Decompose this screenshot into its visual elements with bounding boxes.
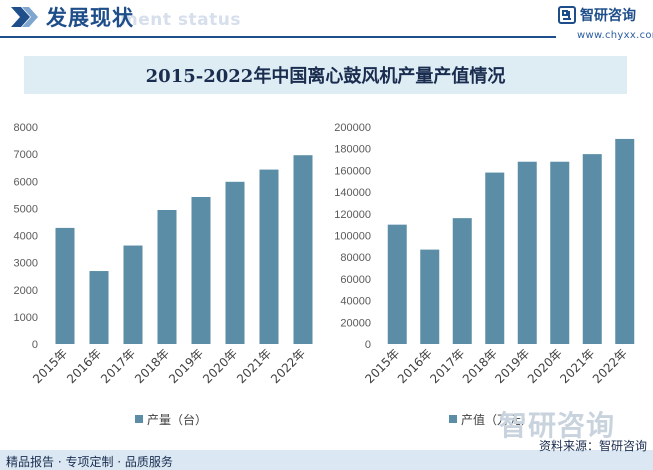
y-tick-label: 40000 — [340, 296, 371, 308]
section-title: 发展现状 — [46, 6, 134, 30]
y-tick-label: 160000 — [334, 165, 371, 177]
y-tick-label: 100000 — [334, 231, 371, 243]
x-tick-label: 2022年 — [268, 346, 308, 386]
bar — [452, 218, 472, 344]
x-tick-label: 2018年 — [460, 346, 500, 386]
y-tick-label: 6000 — [14, 176, 38, 188]
bar — [582, 154, 602, 344]
legend-label: 产量（台） — [147, 412, 207, 427]
x-tick-label: 2022年 — [590, 346, 630, 386]
y-tick-label: 5000 — [14, 203, 38, 215]
header-watermark: ment status — [120, 10, 241, 30]
y-tick-label: 2000 — [14, 285, 38, 297]
footer-band — [0, 450, 653, 470]
brand-url: www.chyxx.com — [577, 30, 653, 41]
brand-name: 智研咨询 — [580, 8, 636, 24]
x-tick-label: 2020年 — [200, 346, 240, 386]
bar — [485, 172, 505, 344]
x-tick-label: 2017年 — [427, 346, 467, 386]
x-tick-label: 2021年 — [557, 346, 597, 386]
chart-title: 2015-2022年中国离心鼓风机产量产值情况 — [145, 66, 506, 87]
y-tick-label: 8000 — [14, 122, 38, 134]
y-tick-label: 140000 — [334, 187, 371, 199]
legend-swatch — [135, 415, 143, 423]
bar — [387, 224, 407, 344]
legend-swatch — [449, 415, 457, 423]
bar — [89, 271, 109, 344]
y-tick-label: 1000 — [14, 312, 38, 324]
x-tick-label: 2016年 — [64, 346, 104, 386]
y-tick-label: 3000 — [14, 258, 38, 270]
legend-label: 产值（万元） — [461, 412, 533, 427]
x-tick-label: 2019年 — [166, 346, 206, 386]
x-tick-label: 2021年 — [234, 346, 274, 386]
bar — [615, 138, 635, 344]
y-tick-label: 60000 — [340, 274, 371, 286]
y-tick-label: 200000 — [334, 122, 371, 134]
section-chevron-icon — [11, 7, 38, 27]
x-tick-label: 2017年 — [98, 346, 138, 386]
x-tick-label: 2015年 — [362, 346, 402, 386]
header-divider — [0, 36, 556, 38]
production-volume-chart: 0100020003000400050006000700080002015年20… — [14, 122, 313, 427]
y-tick-label: 20000 — [340, 317, 371, 329]
bar — [517, 161, 537, 344]
x-tick-label: 2016年 — [395, 346, 435, 386]
bar — [550, 161, 570, 344]
bar — [259, 169, 279, 344]
y-tick-label: 180000 — [334, 144, 371, 156]
bar — [225, 181, 245, 344]
x-tick-label: 2020年 — [525, 346, 565, 386]
x-tick-label: 2018年 — [132, 346, 172, 386]
footer-slogan: 精品报告 · 专项定制 · 品质服务 — [6, 455, 173, 469]
y-tick-label: 4000 — [14, 231, 38, 243]
bar — [420, 249, 440, 344]
y-tick-label: 7000 — [14, 149, 38, 161]
bar — [55, 227, 75, 344]
chart-title-band: 2015-2022年中国离心鼓风机产量产值情况 — [24, 56, 627, 94]
footer-source: 资料来源：智研咨询 — [538, 439, 647, 453]
production-value-chart: 0 20000 40000 60000 80000 100000 120000 140000 1… — [334, 122, 635, 427]
bar — [157, 210, 177, 344]
bar — [293, 155, 313, 344]
bar — [123, 245, 143, 344]
bar — [191, 196, 211, 344]
y-tick-label: 0 — [32, 339, 38, 351]
watermark-logo-text: 智研咨询 — [499, 409, 616, 442]
brand-logo-icon — [558, 6, 576, 24]
x-tick-label: 2015年 — [30, 346, 70, 386]
x-tick-label: 2019年 — [492, 346, 532, 386]
y-tick-label: 120000 — [334, 209, 371, 221]
y-tick-label: 80000 — [340, 252, 371, 264]
y-tick-label: 0 — [365, 339, 371, 351]
